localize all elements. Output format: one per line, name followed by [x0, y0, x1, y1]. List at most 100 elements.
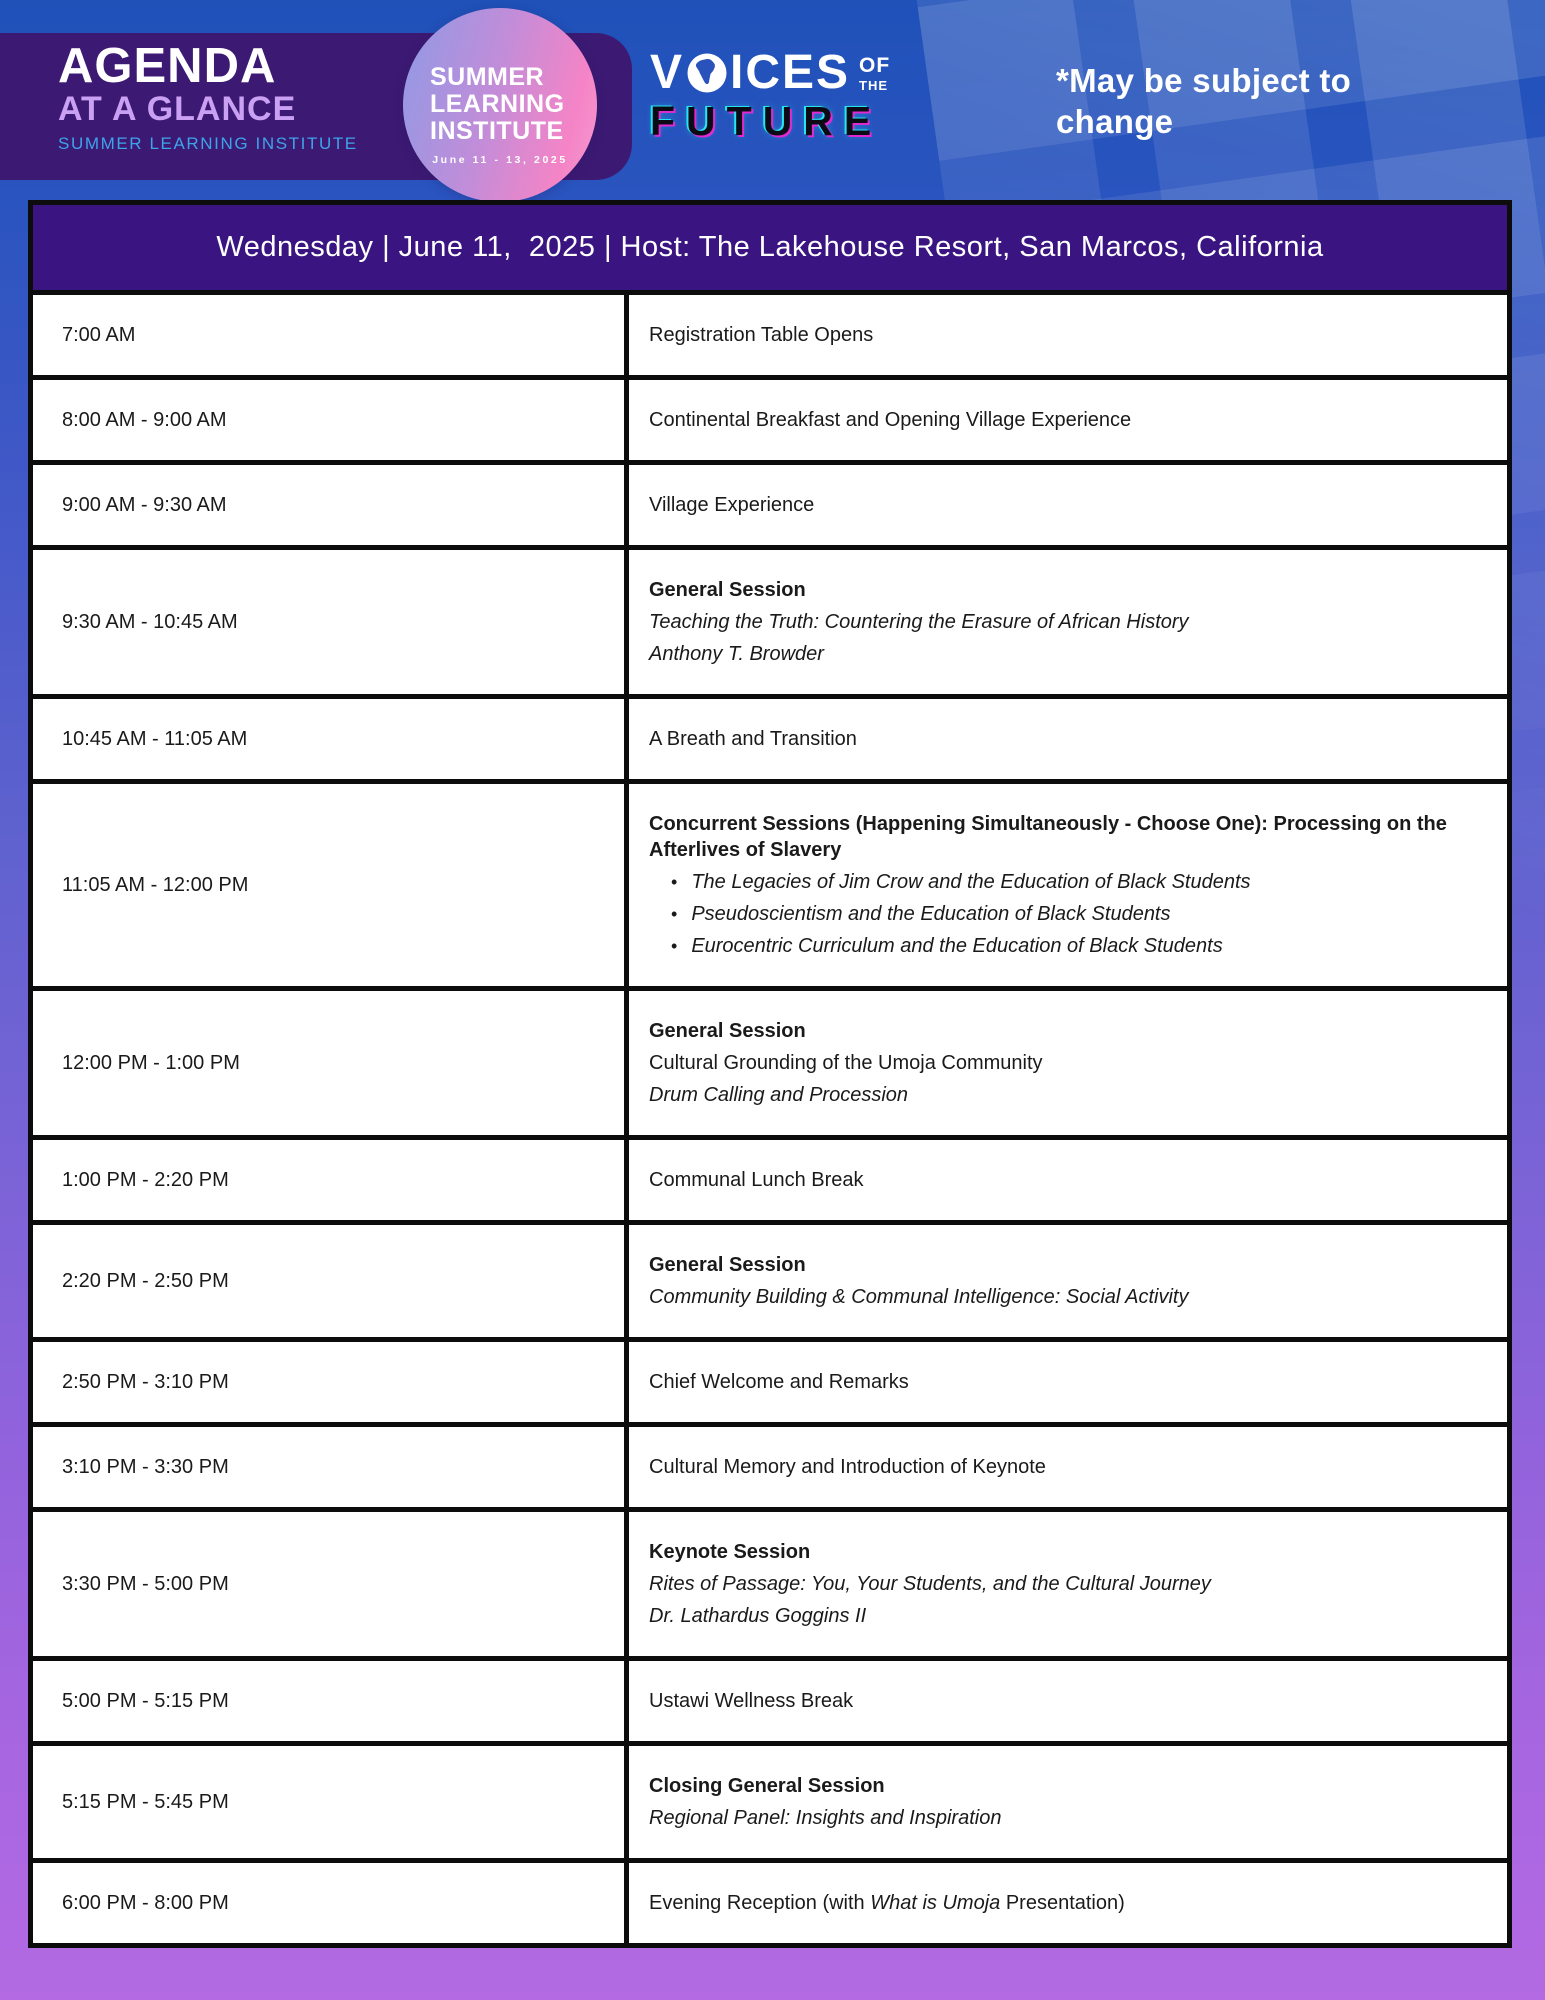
the-word: THE	[859, 77, 889, 93]
description-cell: General Session Teaching the Truth: Count…	[629, 550, 1507, 694]
time-cell: 11:05 AM - 12:00 PM	[33, 784, 629, 986]
badge-line-3: INSTITUTE	[430, 117, 564, 145]
session-line: General Session	[649, 579, 806, 601]
session-line: Registration Table Opens	[649, 324, 874, 346]
agenda-subtitle: AT A GLANCE	[58, 90, 297, 128]
description-cell: Evening Reception (with What is Umoja Pr…	[629, 1863, 1507, 1943]
italic-text-segment: What is Umoja	[870, 1892, 1001, 1914]
session-line: Closing General Session	[649, 1775, 885, 1797]
bullet-dot: •	[671, 936, 678, 956]
session-line: Keynote Session	[649, 1541, 811, 1563]
session-line: Teaching the Truth: Countering the Erasu…	[649, 611, 1189, 633]
future-word: FUTURE	[650, 98, 883, 144]
description-cell: Keynote Session Rites of Passage: You, Yo…	[629, 1512, 1507, 1656]
badge-dates: June 11 - 13, 2025	[432, 154, 568, 166]
schedule-row: 12:00 PM - 1:00 PM General Session Cultura…	[33, 986, 1507, 1135]
description-cell: A Breath and Transition	[629, 699, 1507, 779]
time-cell: 12:00 PM - 1:00 PM	[33, 991, 629, 1135]
session-line: Community Building & Communal Intelligen…	[649, 1286, 1189, 1308]
badge-text-block: SUMMER LEARNING INSTITUTE	[403, 8, 597, 145]
bullet-text: Pseudoscientism and the Education of Bla…	[691, 903, 1171, 925]
voices-word-ices: ICES	[730, 46, 851, 99]
bullet-dot: •	[671, 872, 678, 892]
schedule-row: 8:00 AM - 9:00 AM Continental Breakfast a…	[33, 375, 1507, 460]
session-line: Cultural Memory and Introduction of Keyn…	[649, 1456, 1046, 1478]
time-cell: 5:00 PM - 5:15 PM	[33, 1661, 629, 1741]
globe-africa-icon	[687, 53, 727, 93]
schedule-row: 5:15 PM - 5:45 PM Closing General Session…	[33, 1741, 1507, 1858]
schedule-row: 10:45 AM - 11:05 AM A Breath and Transiti…	[33, 694, 1507, 779]
time-cell: 6:00 PM - 8:00 PM	[33, 1863, 629, 1943]
time-cell: 7:00 AM	[33, 295, 629, 375]
badge-line-2: LEARNING	[430, 90, 565, 118]
schedule-row: 2:50 PM - 3:10 PM Chief Welcome and Remar…	[33, 1337, 1507, 1422]
schedule-row: 9:00 AM - 9:30 AM Village Experience	[33, 460, 1507, 545]
description-cell: Chief Welcome and Remarks	[629, 1342, 1507, 1422]
session-line: Drum Calling and Procession	[649, 1084, 909, 1106]
of-the-stack: OF THE	[859, 55, 890, 92]
bullet-item: • Eurocentric Curriculum and the Educatio…	[671, 933, 1467, 959]
session-line: Ustawi Wellness Break	[649, 1690, 854, 1712]
session-line: Continental Breakfast and Opening Villag…	[649, 409, 1132, 431]
session-line: General Session	[649, 1020, 806, 1042]
description-cell: Village Experience	[629, 465, 1507, 545]
schedule-table: Wednesday | June 11, 2025 | Host: The La…	[28, 200, 1512, 1948]
voices-of-the-future-logo: V ICES OF THE FUTURE	[650, 46, 890, 144]
description-cell: Continental Breakfast and Opening Villag…	[629, 380, 1507, 460]
time-cell: 8:00 AM - 9:00 AM	[33, 380, 629, 460]
session-line: Concurrent Sessions (Happening Simultane…	[649, 813, 1447, 861]
description-cell: Registration Table Opens	[629, 295, 1507, 375]
session-line: Chief Welcome and Remarks	[649, 1371, 909, 1393]
bullet-text: Eurocentric Curriculum and the Education…	[691, 935, 1223, 957]
schedule-row: 9:30 AM - 10:45 AM General Session Teachin…	[33, 545, 1507, 694]
time-cell: 2:50 PM - 3:10 PM	[33, 1342, 629, 1422]
time-cell: 3:10 PM - 3:30 PM	[33, 1427, 629, 1507]
text-segment: Evening Reception (with	[649, 1892, 871, 1914]
time-cell: 10:45 AM - 11:05 AM	[33, 699, 629, 779]
voices-logo-top-row: V ICES OF THE	[650, 46, 890, 99]
time-cell: 1:00 PM - 2:20 PM	[33, 1140, 629, 1220]
schedule-row: 3:10 PM - 3:30 PM Cultural Memory and Int…	[33, 1422, 1507, 1507]
session-line: Evening Reception (with What is Umoja Pr…	[649, 1890, 1467, 1916]
session-line: Cultural Grounding of the Umoja Communit…	[649, 1052, 1043, 1074]
schedule-row: 1:00 PM - 2:20 PM Communal Lunch Break	[33, 1135, 1507, 1220]
of-word: OF	[859, 53, 891, 77]
description-cell: General Session Community Building & Comm…	[629, 1225, 1507, 1337]
summer-learning-institute-badge: SUMMER LEARNING INSTITUTE June 11 - 13, …	[403, 8, 597, 202]
session-line: Rites of Passage: You, Your Students, an…	[649, 1573, 1211, 1595]
agenda-title: AGENDA	[58, 39, 277, 93]
voices-word-v: V	[650, 46, 685, 99]
table-body: 7:00 AM Registration Table Opens 8:00 AM -…	[33, 295, 1507, 1943]
session-line: Dr. Lathardus Goggins II	[649, 1605, 867, 1627]
session-line: Communal Lunch Break	[649, 1169, 864, 1191]
bullet-text: The Legacies of Jim Crow and the Educati…	[691, 871, 1251, 893]
session-line: General Session	[649, 1254, 806, 1276]
agenda-logo-block: AGENDA AT A GLANCE SUMMER LEARNING INSTI…	[58, 42, 358, 154]
schedule-row: 2:20 PM - 2:50 PM General Session Communit…	[33, 1220, 1507, 1337]
bullet-item: • Pseudoscientism and the Education of Bl…	[671, 901, 1467, 927]
text-segment: Presentation)	[1000, 1892, 1125, 1914]
bullet-item: • The Legacies of Jim Crow and the Educat…	[671, 869, 1467, 895]
time-cell: 3:30 PM - 5:00 PM	[33, 1512, 629, 1656]
schedule-row: 7:00 AM Registration Table Opens	[33, 295, 1507, 375]
description-cell: Ustawi Wellness Break	[629, 1661, 1507, 1741]
bullet-dot: •	[671, 904, 678, 924]
session-line: A Breath and Transition	[649, 728, 857, 750]
badge-line-1: SUMMER	[430, 63, 545, 91]
description-cell: Closing General Session Regional Panel: I…	[629, 1746, 1507, 1858]
time-cell: 9:30 AM - 10:45 AM	[33, 550, 629, 694]
schedule-row: 5:00 PM - 5:15 PM Ustawi Wellness Break	[33, 1656, 1507, 1741]
time-cell: 9:00 AM - 9:30 AM	[33, 465, 629, 545]
session-line: Regional Panel: Insights and Inspiration	[649, 1807, 1002, 1829]
description-cell: Cultural Memory and Introduction of Keyn…	[629, 1427, 1507, 1507]
schedule-row: 3:30 PM - 5:00 PM Keynote Session Rites of…	[33, 1507, 1507, 1656]
description-cell: General Session Cultural Grounding of the…	[629, 991, 1507, 1135]
agenda-tagline: SUMMER LEARNING INSTITUTE	[58, 134, 358, 153]
session-line: Village Experience	[649, 494, 815, 516]
day-banner: Wednesday | June 11, 2025 | Host: The La…	[33, 205, 1507, 295]
session-line: Anthony T. Browder	[649, 643, 824, 665]
description-cell: Concurrent Sessions (Happening Simultane…	[629, 784, 1507, 986]
schedule-row: 6:00 PM - 8:00 PM Evening Reception (with…	[33, 1858, 1507, 1943]
